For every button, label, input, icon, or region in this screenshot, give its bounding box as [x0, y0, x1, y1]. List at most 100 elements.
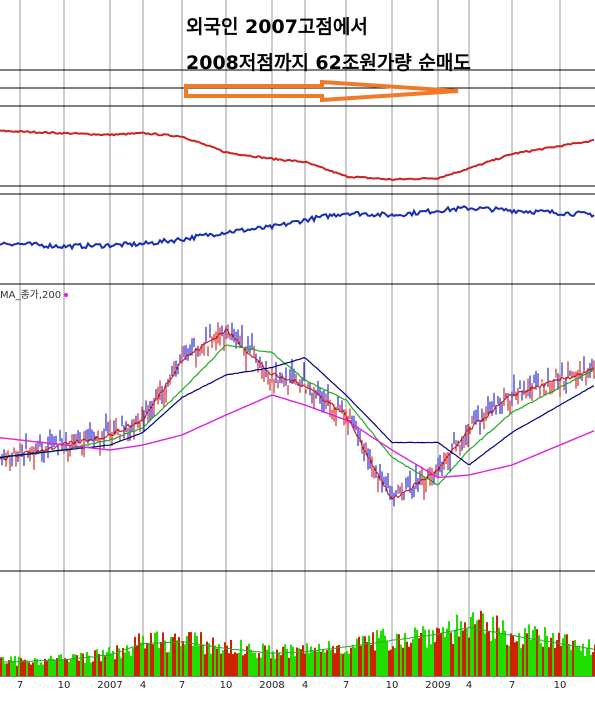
volume-bar — [182, 640, 184, 676]
volume-bar — [558, 632, 560, 676]
volume-bar — [100, 661, 102, 676]
volume-bar — [224, 642, 226, 676]
volume-bar — [228, 653, 230, 676]
red-line — [0, 129, 595, 181]
x-tick-label: 2008 — [259, 680, 285, 691]
volume-bar — [350, 647, 352, 676]
x-tick-label: 4 — [301, 680, 309, 691]
volume-bar — [306, 643, 308, 676]
volume-bar — [242, 655, 244, 676]
volume-bar — [126, 645, 128, 676]
volume-bar — [412, 638, 414, 676]
volume-bar — [494, 638, 496, 676]
x-tick-label: 2009 — [425, 680, 451, 691]
volume-bar — [496, 615, 498, 676]
volume-bar — [166, 652, 168, 676]
volume-bar — [58, 654, 60, 676]
volume-bar — [16, 665, 18, 676]
volume-bar — [108, 647, 110, 676]
volume-bar — [208, 643, 210, 676]
volume-bar — [236, 653, 238, 676]
volume-bar — [78, 660, 80, 676]
volume-bar — [308, 653, 310, 676]
x-tick-label: 7 — [16, 680, 24, 691]
volume-bar — [394, 647, 396, 676]
volume-bar — [454, 629, 456, 676]
volume-bar — [462, 630, 464, 676]
volume-bar — [6, 663, 8, 676]
volume-bar — [172, 637, 174, 676]
volume-bar — [136, 645, 138, 676]
volume-bar — [214, 645, 216, 676]
volume-bar — [62, 659, 64, 676]
volume-bar — [8, 660, 10, 676]
volume-bar — [186, 636, 188, 676]
volume-bar — [398, 634, 400, 676]
volume-bar — [122, 647, 124, 676]
volume-bar — [534, 626, 536, 676]
volume-bar — [218, 644, 220, 676]
volume-bar — [402, 647, 404, 676]
volume-bar — [196, 635, 198, 676]
volume-bar — [312, 651, 314, 676]
volume-bar — [336, 645, 338, 676]
volume-bar — [282, 646, 284, 676]
x-tick-label: 4 — [465, 680, 473, 691]
x-tick-label: 7 — [508, 680, 516, 691]
volume-bar — [0, 657, 2, 676]
volume-bar — [366, 642, 368, 676]
volume-bar — [76, 655, 78, 676]
red-indicator-panel — [0, 129, 595, 181]
volume-bar — [334, 653, 336, 676]
volume-bar — [488, 631, 490, 676]
volume-bar — [230, 639, 232, 676]
volume-bar — [556, 639, 558, 676]
volume-bar — [560, 645, 562, 676]
volume-bar — [318, 643, 320, 676]
volume-bar — [250, 649, 252, 676]
volume-bar — [48, 658, 50, 676]
volume-bar — [12, 660, 14, 676]
arrow-annotation — [184, 79, 459, 103]
volume-bar — [388, 650, 390, 676]
volume-bar — [300, 649, 302, 676]
volume-bar — [414, 627, 416, 676]
volume-bar — [362, 635, 364, 676]
volume-bar — [404, 633, 406, 676]
volume-bar — [264, 645, 266, 676]
volume-bar — [110, 653, 112, 676]
volume-bar — [142, 635, 144, 676]
volume-bar — [390, 649, 392, 676]
volume-bar — [346, 651, 348, 676]
volume-bar — [180, 645, 182, 676]
volume-bar — [24, 659, 26, 676]
volume-bar — [418, 638, 420, 676]
volume-bar — [88, 655, 90, 676]
volume-bar — [212, 637, 214, 676]
volume-bar — [364, 636, 366, 676]
volume-bar — [42, 664, 44, 676]
volume-bar — [484, 633, 486, 676]
volume-bar — [128, 651, 130, 676]
volume-bar — [354, 647, 356, 676]
volume-bar — [210, 653, 212, 676]
volume-bar — [206, 641, 208, 676]
volume-bar — [348, 653, 350, 676]
volume-bar — [84, 662, 86, 676]
volume-bar — [164, 640, 166, 676]
volume-bar — [266, 649, 268, 676]
volume-bar — [592, 652, 594, 676]
volume-bar — [66, 658, 68, 676]
volume-bar — [38, 664, 40, 676]
volume-bar — [98, 653, 100, 676]
volume-bar — [588, 639, 590, 676]
orange-arrow — [184, 79, 459, 103]
volume-bar — [396, 633, 398, 676]
volume-bar — [506, 644, 508, 676]
volume-bar — [144, 648, 146, 676]
volume-bar — [466, 628, 468, 676]
volume-bar — [268, 645, 270, 676]
volume-bar — [14, 656, 16, 676]
grid-lines — [19, 0, 561, 676]
